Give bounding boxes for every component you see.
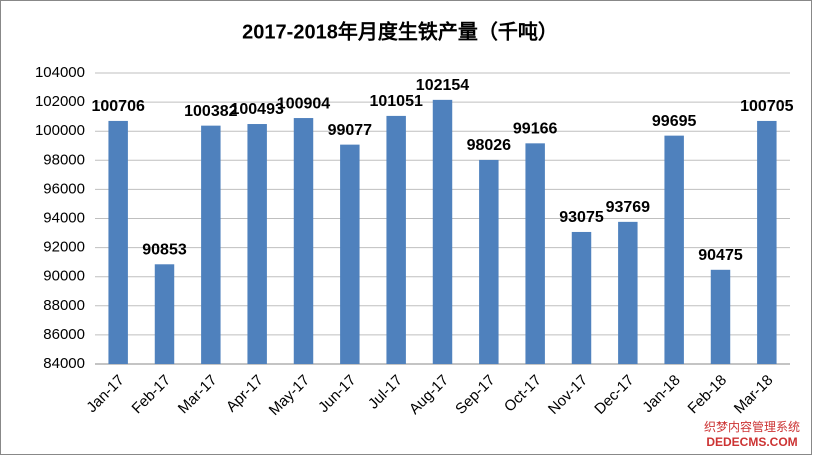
value-label: 99077 [328,122,373,139]
watermark: 织梦内容管理系统 [704,419,800,434]
y-tick-label: 102000 [35,93,85,110]
bar [293,118,314,364]
value-label: 93075 [559,209,604,226]
bar [479,159,499,364]
y-tick-label: 100000 [35,122,85,139]
watermark: DEDECMS.COM [706,435,797,449]
bar [618,221,638,364]
value-label: 90475 [698,247,743,264]
y-tick-label: 104000 [35,64,85,81]
y-tick-label: 96000 [43,180,85,197]
value-label: 100382 [184,103,237,120]
bar [154,264,175,364]
y-tick-label: 84000 [43,355,85,372]
bar [247,124,267,364]
value-label: 100904 [277,95,330,112]
bar [757,120,777,364]
bar [386,115,406,364]
value-label: 98026 [467,137,512,154]
value-label: 93769 [606,199,651,216]
y-tick-label: 94000 [43,209,85,226]
value-label: 90853 [142,242,187,259]
value-label: 102154 [416,77,469,94]
bar [525,143,545,364]
value-label: 100705 [740,98,793,115]
value-label: 99166 [513,121,558,138]
bar [108,120,128,364]
y-tick-label: 98000 [43,151,85,168]
y-tick-label: 86000 [43,326,85,343]
chart-title: 2017-2018年月度生铁产量（千吨） [242,19,558,43]
value-label: 100706 [91,98,144,115]
value-label: 99695 [652,113,697,130]
bar [710,269,731,364]
value-label: 100493 [230,101,283,118]
bar [571,231,592,364]
bar [201,125,221,364]
bar [340,144,360,364]
y-tick-label: 90000 [43,268,85,285]
y-tick-label: 92000 [43,239,85,256]
bar [432,99,453,364]
value-label: 101051 [369,93,422,110]
bar [664,135,684,364]
y-tick-label: 88000 [43,297,85,314]
